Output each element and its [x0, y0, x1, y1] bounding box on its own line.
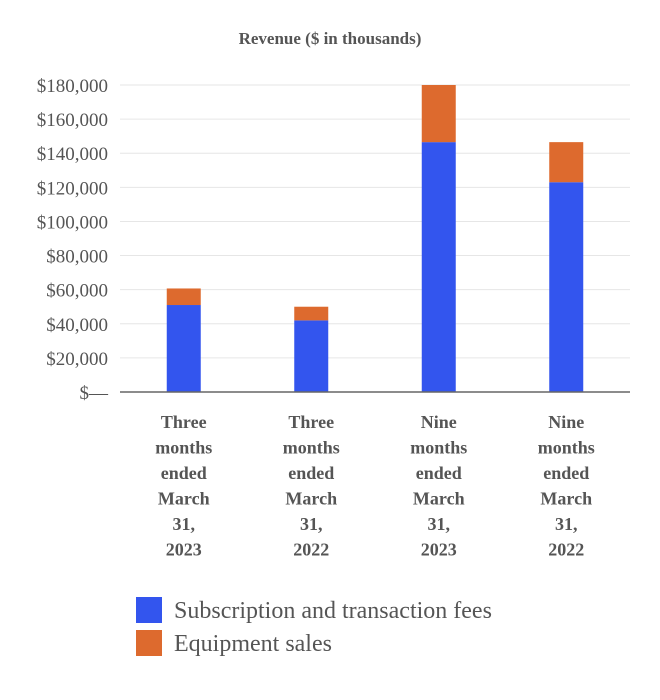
bars — [166, 85, 584, 392]
legend: Subscription and transaction fees Equipme… — [136, 597, 492, 657]
y-tick-label: $160,000 — [37, 110, 108, 131]
legend-swatch — [136, 597, 162, 623]
x-axis-ticks: Three months ended March 31, 2023 Three months e… — [155, 412, 595, 560]
y-axis-ticks: $— $20,000 $40,000 $60,000 $80,000 $100,000 $1… — [37, 76, 109, 404]
y-tick-label: $— — [80, 383, 110, 404]
x-tick-label: Three months ended March 31, 2023 — [155, 412, 212, 560]
y-tick-label: $180,000 — [37, 76, 108, 97]
bar-equipment-4 — [549, 142, 584, 183]
legend-label: Subscription and transaction fees — [174, 598, 492, 624]
x-tick-label: Nine months ended March 31, 2022 — [538, 412, 595, 560]
legend-swatch — [136, 630, 162, 656]
chart-title: Revenue ($ in thousands) — [239, 29, 422, 48]
y-tick-label: $20,000 — [46, 349, 108, 370]
y-tick-label: $100,000 — [37, 212, 108, 233]
legend-label: Equipment sales — [174, 631, 332, 657]
bar-subscription-4 — [549, 182, 584, 392]
bar-subscription-1 — [166, 305, 201, 392]
x-tick-label: Nine months ended March 31, 2023 — [410, 412, 467, 560]
bar-subscription-3 — [421, 142, 456, 392]
bar-equipment-3 — [421, 85, 456, 143]
bar-subscription-2 — [294, 320, 329, 392]
y-tick-label: $40,000 — [46, 315, 108, 336]
bar-equipment-1 — [166, 288, 201, 306]
y-tick-label: $120,000 — [37, 178, 108, 199]
grid-layer — [120, 84, 630, 359]
y-tick-label: $80,000 — [46, 247, 108, 268]
y-tick-label: $140,000 — [37, 144, 108, 165]
bar-equipment-2 — [294, 306, 329, 321]
x-tick-label: Three months ended March 31, 2022 — [283, 412, 340, 560]
y-tick-label: $60,000 — [46, 281, 108, 302]
